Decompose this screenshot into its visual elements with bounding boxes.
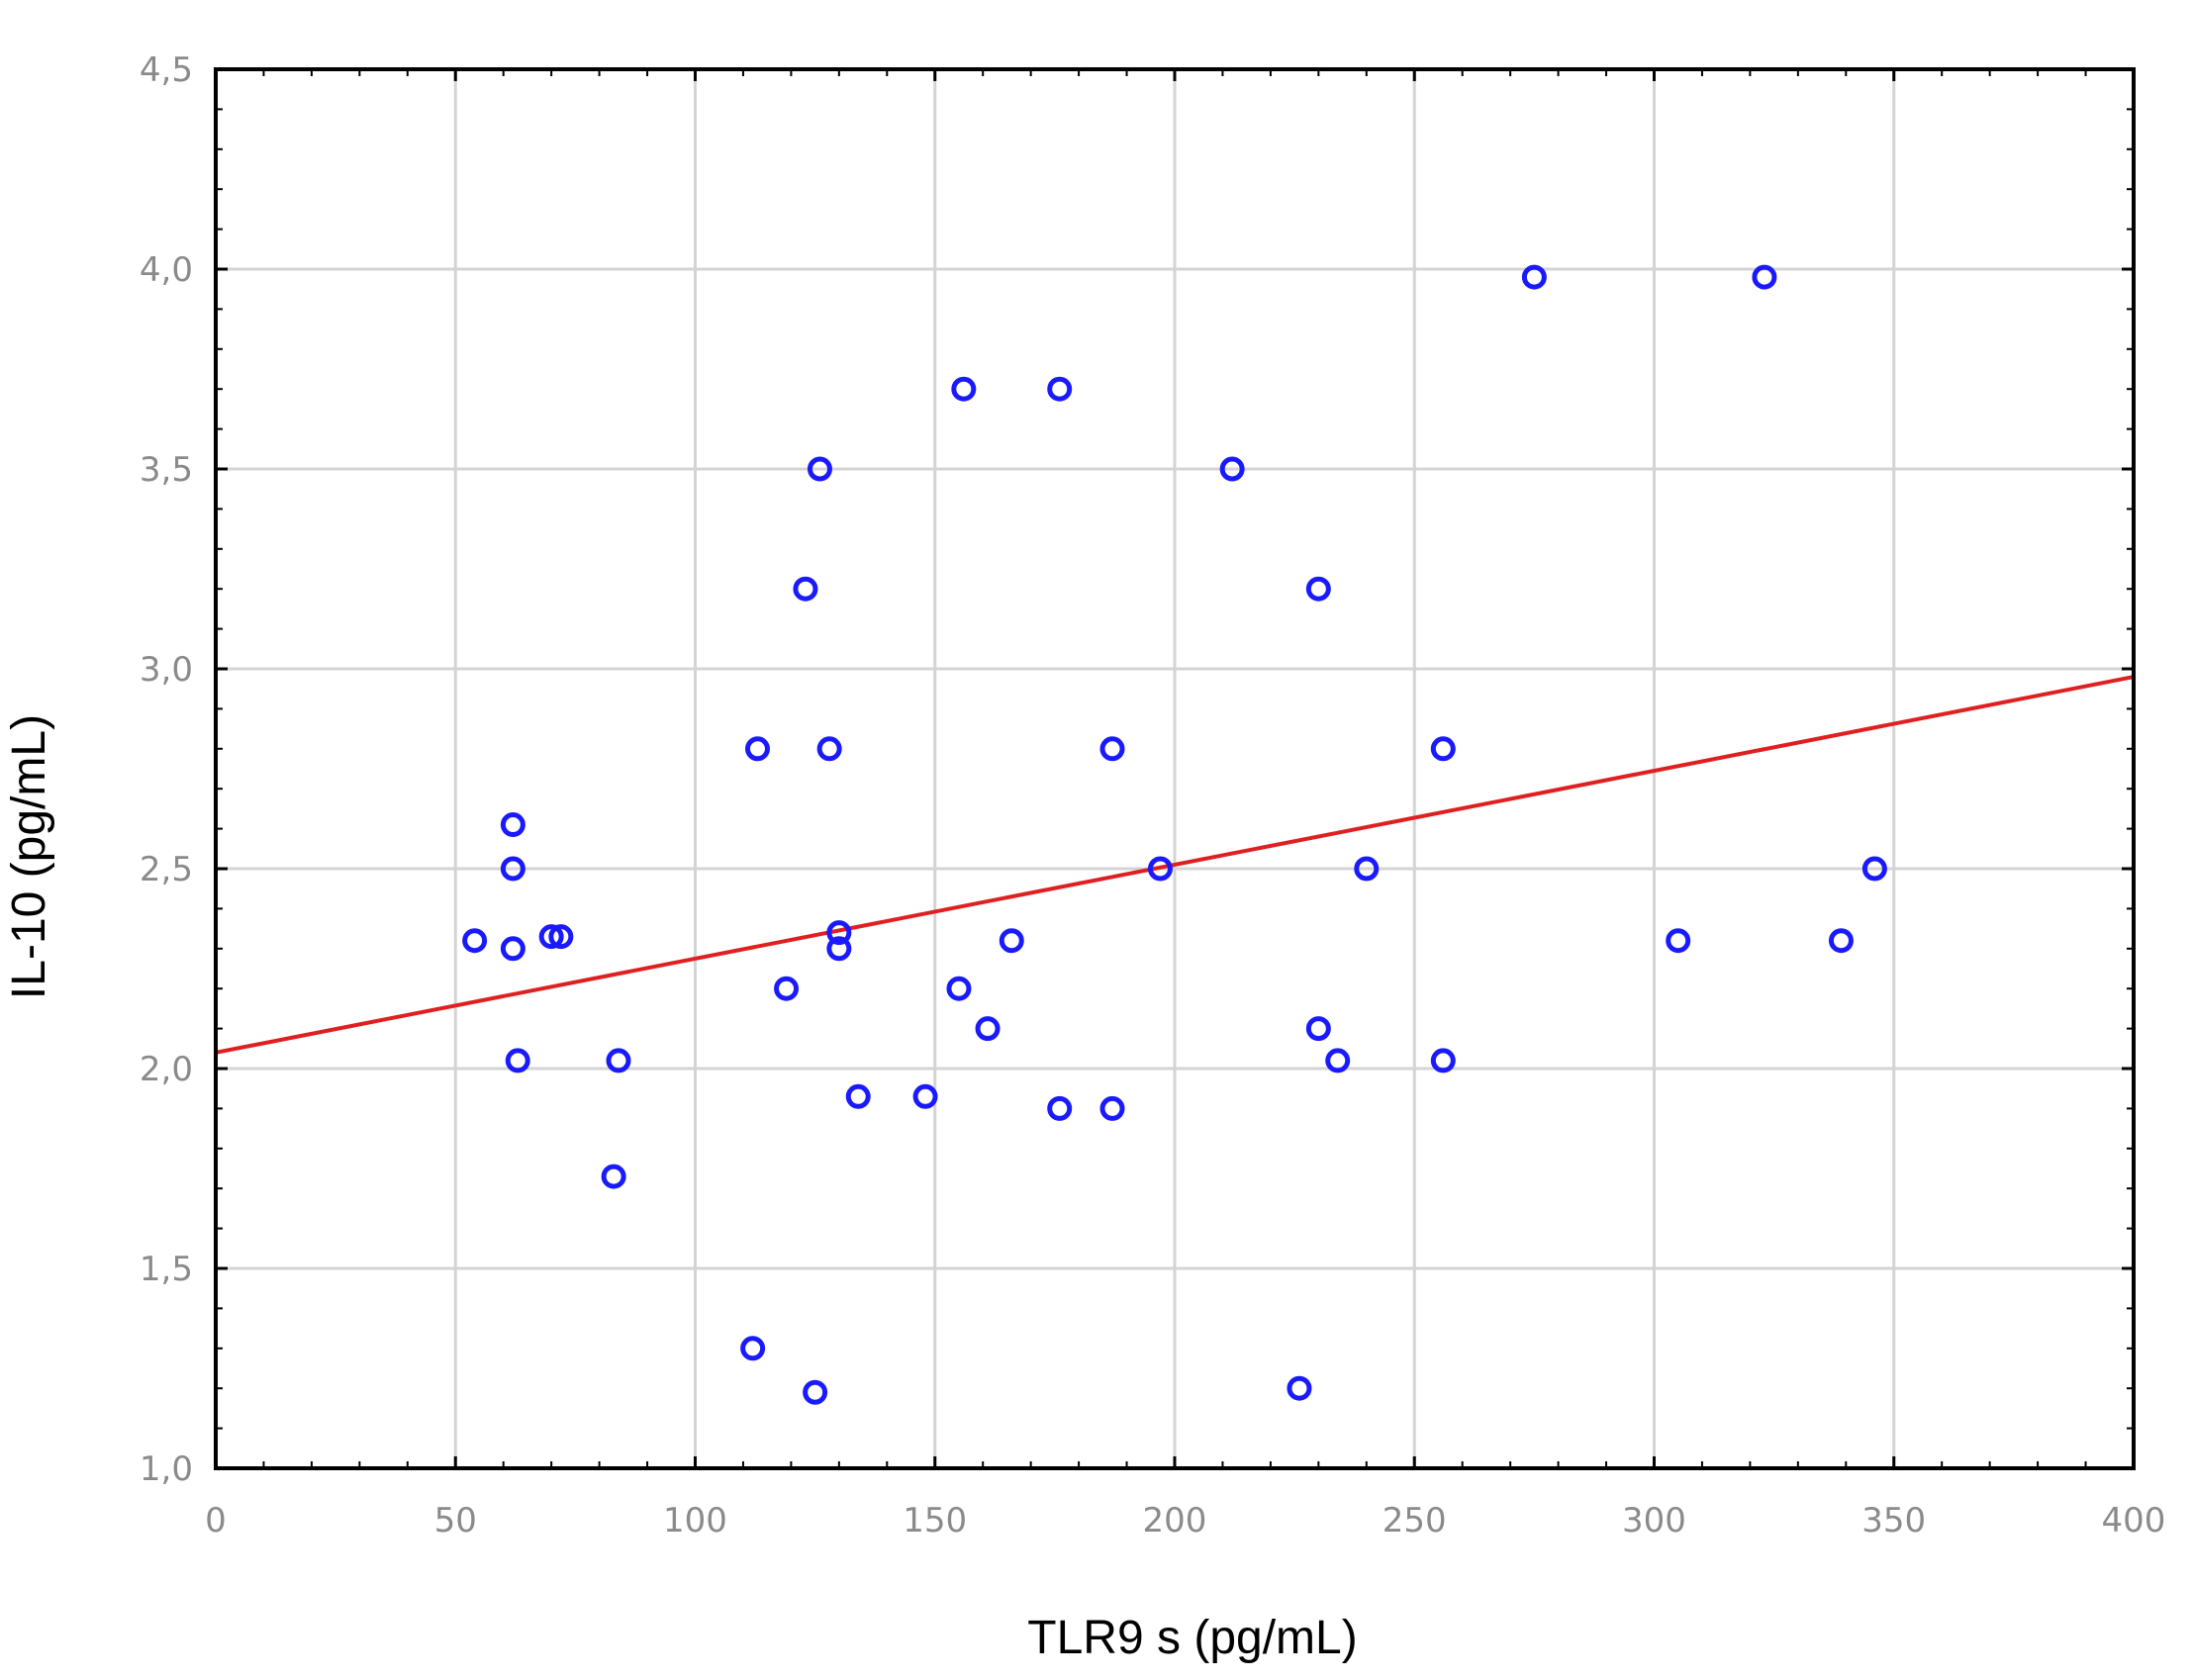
data-point [1099, 736, 1125, 762]
data-point [845, 1083, 871, 1109]
regression-line [215, 675, 2135, 1055]
y-tick-label: 1,0 [140, 1449, 193, 1489]
x-axis-title: TLR9 s (pg/mL) [1027, 1612, 1357, 1664]
data-point [1666, 928, 1691, 954]
data-point [1047, 1095, 1073, 1121]
tick-marks [214, 67, 2136, 1470]
data-point [1287, 1375, 1312, 1401]
data-point [1219, 456, 1245, 482]
data-point [548, 924, 574, 950]
data-point [1752, 264, 1777, 290]
data-point [1047, 376, 1073, 402]
data-point [1521, 264, 1547, 290]
data-point [951, 376, 977, 402]
data-point [744, 736, 770, 762]
y-tick-label: 4,5 [140, 50, 193, 90]
data-point [606, 1048, 631, 1073]
x-tick-labels: 0 50 100 150 200 250 300 350 400 [205, 1501, 2165, 1540]
data-point [793, 576, 818, 602]
y-tick-labels: 1,0 1,5 2,0 2,5 3,0 3,5 4,0 4,5 [140, 50, 193, 1489]
y-tick-label: 2,5 [140, 850, 193, 889]
data-point [601, 1164, 626, 1189]
y-tick-label: 3,5 [140, 450, 193, 490]
data-point [975, 1016, 1001, 1042]
data-point [826, 920, 852, 946]
y-tick-label: 4,0 [140, 250, 193, 290]
x-tick-label: 400 [2102, 1501, 2166, 1540]
data-point [1305, 1016, 1331, 1042]
data-point [774, 976, 800, 1001]
data-point [500, 856, 525, 882]
data-point [803, 1379, 828, 1405]
data-point [1099, 1095, 1125, 1121]
x-tick-label: 0 [205, 1501, 227, 1540]
data-point [1861, 856, 1887, 882]
x-tick-label: 50 [434, 1501, 477, 1540]
data-point [912, 1083, 938, 1109]
x-tick-label: 200 [1143, 1501, 1207, 1540]
y-tick-label: 3,0 [140, 650, 193, 690]
data-point [1828, 928, 1854, 954]
x-tick-label: 250 [1383, 1501, 1447, 1540]
data-point [826, 936, 852, 962]
x-tick-label: 350 [1861, 1501, 1926, 1540]
data-point [1354, 856, 1380, 882]
y-tick-label: 1,5 [140, 1250, 193, 1289]
data-point [1147, 856, 1173, 882]
data-point [1305, 576, 1331, 602]
data-point [946, 976, 972, 1001]
x-tick-label: 100 [663, 1501, 727, 1540]
data-point [999, 928, 1024, 954]
data-point [816, 736, 842, 762]
x-tick-label: 150 [903, 1501, 967, 1540]
data-point [505, 1048, 530, 1073]
data-point [462, 928, 488, 954]
data-points [462, 264, 1887, 1405]
data-point [1325, 1048, 1351, 1073]
data-point [500, 936, 525, 962]
data-point [1430, 1048, 1456, 1073]
x-tick-label: 300 [1622, 1501, 1686, 1540]
data-point [740, 1336, 766, 1361]
data-point [807, 456, 832, 482]
data-point [500, 812, 525, 838]
data-point [1430, 736, 1456, 762]
y-tick-label: 2,0 [140, 1050, 193, 1089]
data-point [538, 924, 564, 950]
y-axis-title: IL-10 (pg/mL) [3, 714, 55, 999]
